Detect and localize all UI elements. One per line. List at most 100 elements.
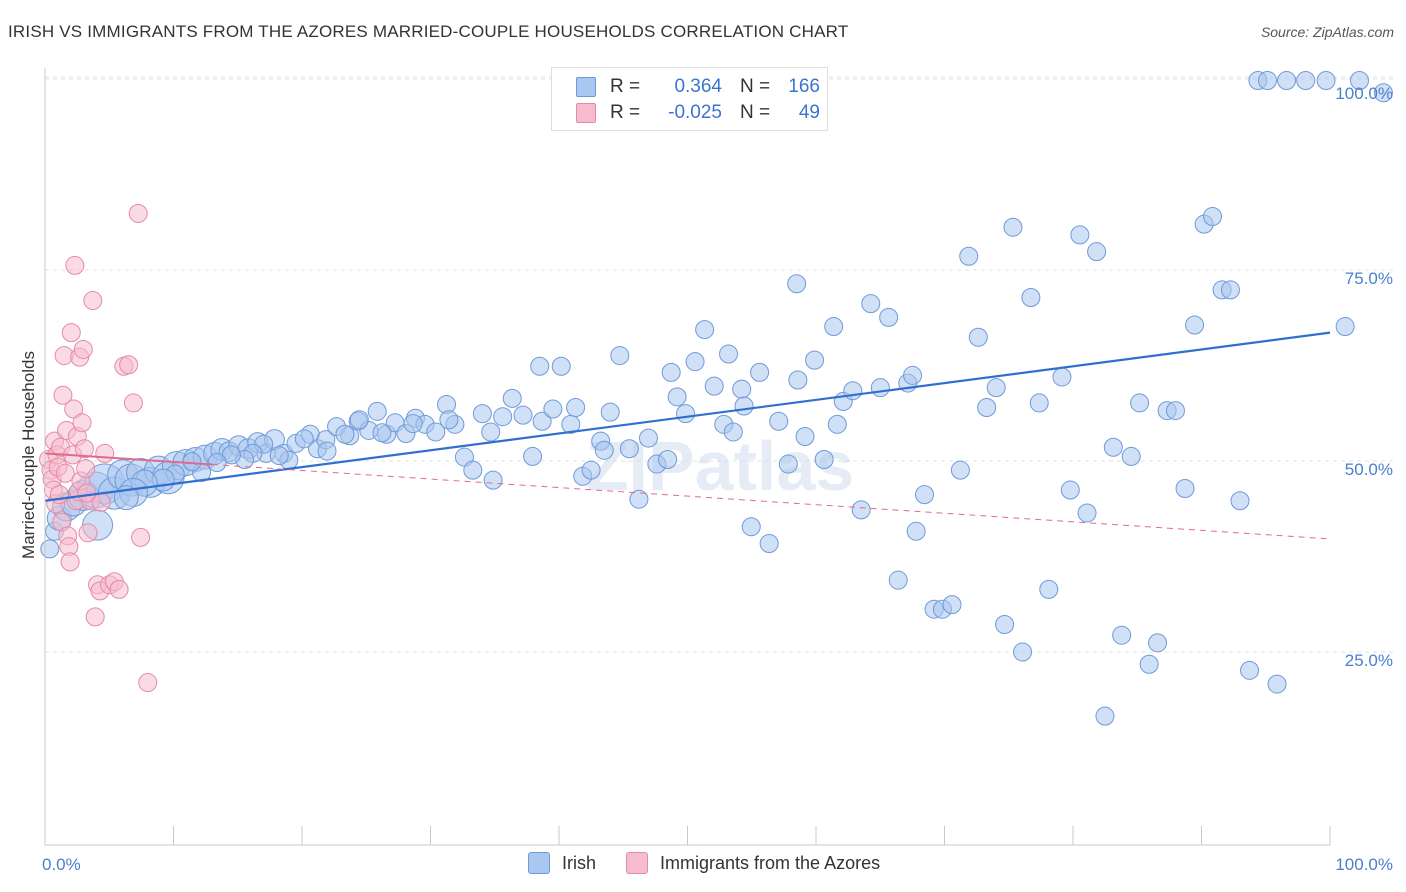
data-point-irish: [1373, 83, 1393, 103]
data-point-azores: [77, 483, 97, 503]
data-point-azores: [64, 399, 84, 419]
data-point-irish: [472, 404, 492, 424]
data-point-irish: [335, 424, 355, 444]
data-point-irish: [1175, 479, 1195, 499]
data-point-irish: [426, 422, 446, 442]
data-point-irish: [1240, 660, 1260, 680]
data-point-azores: [123, 393, 143, 413]
data-point-irish: [1077, 503, 1097, 523]
data-point-irish: [824, 317, 844, 337]
data-point-irish: [888, 570, 908, 590]
data-point-irish: [1148, 633, 1168, 653]
data-point-irish: [1013, 642, 1033, 662]
data-point-irish: [676, 404, 696, 424]
data-point-azores: [109, 579, 129, 599]
data-point-irish: [805, 350, 825, 370]
data-point-irish: [906, 521, 926, 541]
legend-n-label: N =: [740, 76, 771, 97]
data-point-irish: [1335, 317, 1355, 337]
data-point-irish: [734, 396, 754, 416]
trend-line-irish: [44, 331, 1331, 502]
data-point-irish: [1130, 393, 1150, 413]
chart-title: IRISH VS IMMIGRANTS FROM THE AZORES MARR…: [8, 22, 849, 41]
data-point-irish: [481, 422, 501, 442]
data-point-azores: [83, 291, 103, 311]
legend-n-label: N =: [740, 102, 771, 123]
data-point-irish: [1316, 71, 1336, 91]
data-point-azores: [65, 255, 85, 275]
data-point-azores: [131, 527, 151, 547]
data-point-irish: [995, 614, 1015, 634]
legend-swatch-irish: [576, 77, 596, 97]
data-point-azores: [78, 523, 98, 543]
data-point-irish: [719, 344, 739, 364]
x-tick-label: 0.0%: [42, 855, 81, 874]
data-point-azores: [128, 203, 148, 223]
data-point-irish: [594, 440, 614, 460]
data-point-irish: [769, 411, 789, 431]
data-point-irish: [759, 534, 779, 554]
data-point-irish: [704, 376, 724, 396]
y-tick-label: 100.0%: [1335, 84, 1393, 103]
data-point-irish: [1277, 71, 1297, 91]
data-point-irish: [403, 414, 423, 434]
data-point-irish: [1139, 654, 1159, 674]
data-point-irish: [723, 422, 743, 442]
data-point-irish: [502, 388, 522, 408]
data-point-irish: [968, 327, 988, 347]
data-point-irish: [1350, 71, 1369, 91]
data-point-azores: [49, 485, 69, 505]
legend-swatch-azores: [576, 103, 596, 123]
data-point-irish: [870, 378, 890, 398]
data-point-irish: [787, 274, 807, 294]
data-point-azores: [74, 439, 94, 459]
data-point-irish: [367, 401, 387, 421]
series-label-irish: Irish: [562, 852, 597, 873]
data-point-irish: [532, 411, 552, 431]
data-point-irish: [513, 405, 533, 425]
data-point-irish: [523, 446, 543, 466]
data-point-irish: [1220, 280, 1240, 300]
data-point-irish: [1052, 367, 1072, 387]
data-point-irish: [950, 460, 970, 480]
legend-r-label: R =: [610, 76, 641, 97]
legend-row-azores: R = -0.025 N = 49: [576, 100, 820, 126]
series-legend: Irish Immigrants from the Azores: [528, 852, 910, 874]
data-point-irish: [1060, 480, 1080, 500]
data-point-irish: [1257, 71, 1277, 91]
series-swatch-azores: [626, 852, 649, 874]
series-legend-azores: Immigrants from the Azores: [626, 852, 880, 874]
data-point-irish: [1165, 401, 1185, 421]
data-point-irish: [843, 381, 863, 401]
data-point-azores: [60, 552, 80, 572]
data-point-irish: [269, 446, 289, 466]
data-point-irish: [1230, 491, 1250, 511]
series-legend-irish: Irish: [528, 852, 596, 874]
data-point-irish: [1203, 207, 1223, 227]
data-point-azores: [73, 339, 93, 359]
data-point-irish: [814, 449, 834, 469]
data-point-irish: [372, 423, 392, 443]
data-point-irish: [1087, 242, 1107, 262]
series-swatch-irish: [528, 852, 550, 874]
legend-n-value: 49: [798, 102, 820, 123]
legend-r-value: 0.364: [674, 76, 722, 97]
data-point-irish: [1267, 674, 1287, 694]
data-point-irish: [658, 449, 678, 469]
grid-lines: [45, 76, 1395, 653]
data-point-azores: [85, 607, 105, 627]
data-point-irish: [581, 460, 601, 480]
data-point-irish: [959, 246, 979, 266]
data-point-irish: [986, 378, 1006, 398]
data-point-irish: [483, 470, 503, 490]
data-point-irish: [851, 500, 871, 520]
data-point-irish: [1121, 446, 1141, 466]
data-point-irish: [543, 399, 563, 419]
data-point-irish: [695, 320, 715, 340]
chart-source: Source: ZipAtlas.com: [1260, 24, 1394, 40]
data-point-irish: [1296, 71, 1316, 91]
data-point-azores: [55, 463, 75, 483]
data-point-irish: [861, 294, 881, 314]
x-tick-label: 100.0%: [1335, 855, 1393, 874]
